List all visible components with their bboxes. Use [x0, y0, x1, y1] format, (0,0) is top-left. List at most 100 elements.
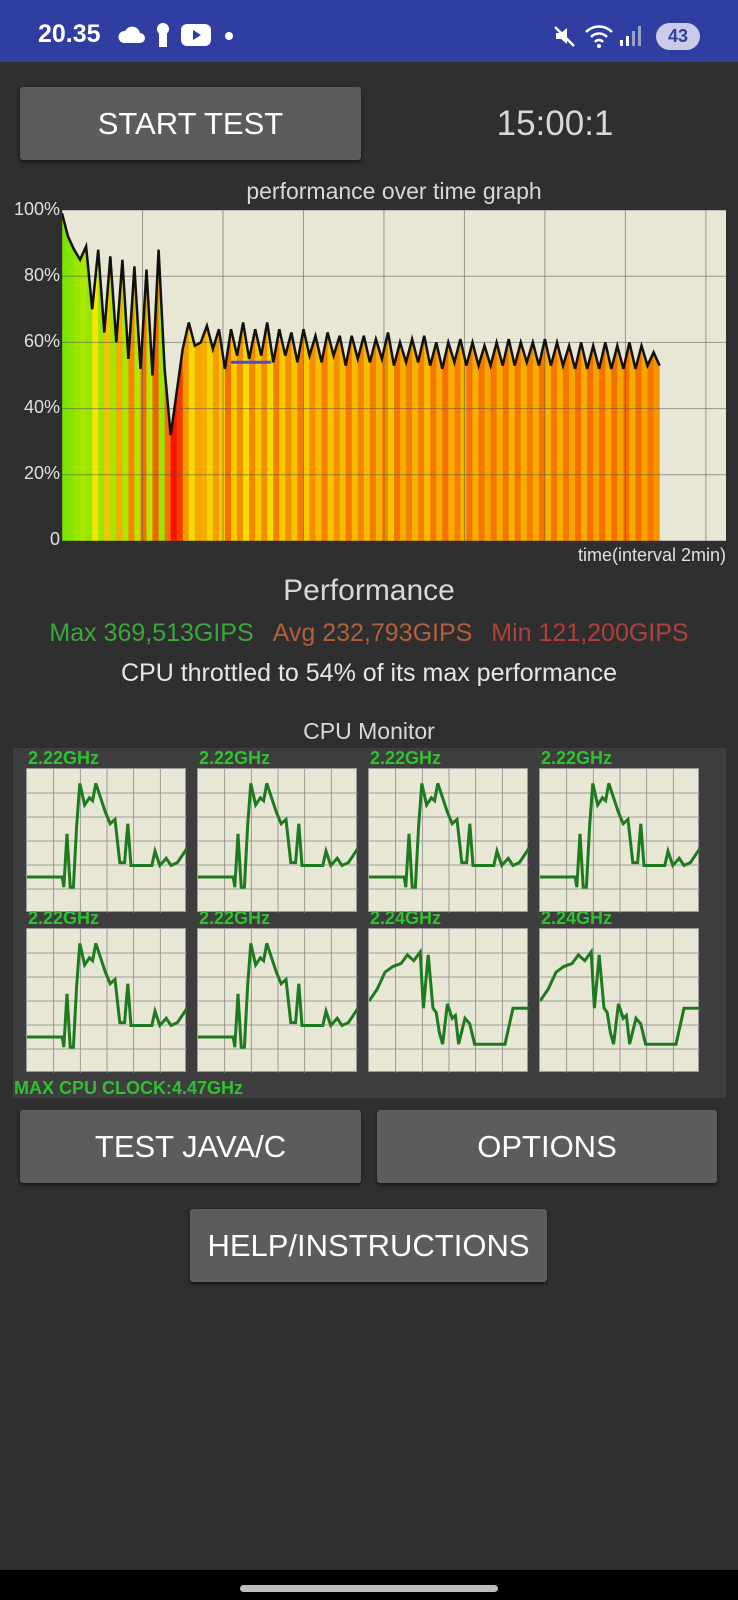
- options-button[interactable]: OPTIONS: [377, 1110, 717, 1183]
- cpu-frequency-line: [27, 942, 187, 1049]
- home-gesture-handle[interactable]: [240, 1585, 498, 1592]
- performance-band: [587, 213, 594, 541]
- performance-band: [647, 213, 655, 541]
- performance-band: [98, 213, 105, 541]
- performance-band: [550, 213, 558, 541]
- performance-band: [110, 213, 117, 541]
- help-instructions-button[interactable]: HELP/INSTRUCTIONS: [190, 1209, 547, 1282]
- cpu-core-graph: [26, 928, 187, 1073]
- performance-band: [629, 213, 637, 541]
- performance-band: [116, 213, 123, 541]
- y-tick-label: 0: [49, 529, 60, 549]
- core-frequency-label: 2.22GHz: [370, 748, 442, 768]
- performance-band: [285, 213, 292, 541]
- max-performance: Max 369,513GIPS: [49, 619, 254, 647]
- status-time: 20.35: [38, 20, 101, 48]
- performance-band: [611, 213, 618, 541]
- cpu-core-graph-svg: [369, 769, 529, 913]
- performance-band: [351, 213, 359, 541]
- performance-band: [327, 213, 335, 541]
- performance-band: [92, 213, 99, 541]
- y-tick-label: 40%: [23, 397, 60, 417]
- performance-band: [599, 213, 606, 541]
- core-frequency-label: 2.24GHz: [370, 908, 442, 928]
- performance-band: [381, 213, 389, 541]
- performance-band: [448, 213, 455, 541]
- y-tick-label: 80%: [23, 265, 60, 285]
- performance-band: [249, 213, 256, 541]
- performance-band: [261, 213, 268, 541]
- performance-band: [146, 213, 154, 541]
- performance-band: [508, 213, 516, 541]
- signal-icon: [620, 26, 641, 46]
- performance-band: [460, 213, 468, 541]
- cpu-frequency-line: [27, 782, 187, 889]
- keyhole-icon: [157, 23, 169, 47]
- y-tick-label: 20%: [23, 463, 60, 483]
- core-frequency-label: 2.22GHz: [199, 748, 271, 768]
- performance-band: [80, 213, 87, 541]
- performance-graph: [62, 210, 726, 541]
- performance-band: [206, 213, 214, 541]
- performance-band: [544, 213, 552, 541]
- cpu-frequency-line: [369, 947, 529, 1046]
- core-frequency-label: 2.22GHz: [541, 748, 613, 768]
- performance-band: [68, 213, 75, 541]
- cpu-monitor-panel: 2.22GHz 2.22GHz 2.22GHz 2.22GHz 2.22GHz 2.22G…: [13, 748, 726, 1098]
- dot-icon: [225, 32, 233, 40]
- performance-band: [224, 213, 232, 541]
- performance-band: [194, 213, 202, 541]
- performance-band: [556, 213, 564, 541]
- performance-band: [369, 213, 377, 541]
- performance-band: [345, 213, 353, 541]
- y-tick-label: 60%: [23, 331, 60, 351]
- performance-band: [231, 213, 238, 541]
- performance-band: [273, 213, 280, 541]
- performance-band: [375, 213, 383, 541]
- performance-band: [406, 213, 413, 541]
- test-java-c-button[interactable]: TEST JAVA/C: [20, 1110, 361, 1183]
- status-bar: 20.35 43: [0, 0, 738, 62]
- performance-graph-title: performance over time graph: [246, 178, 542, 204]
- cpu-core-graph: [197, 768, 358, 913]
- performance-band: [218, 213, 226, 541]
- performance-band: [200, 213, 208, 541]
- performance-band: [86, 213, 93, 541]
- performance-band: [442, 213, 449, 541]
- performance-band: [394, 213, 401, 541]
- performance-band: [490, 213, 498, 541]
- core-frequency-label: 2.22GHz: [199, 908, 271, 928]
- cpu-core-graph: [197, 928, 358, 1073]
- performance-band: [593, 213, 600, 541]
- performance-band: [212, 213, 220, 541]
- performance-band: [387, 213, 395, 541]
- performance-band: [62, 213, 69, 541]
- start-test-button[interactable]: START TEST: [20, 87, 361, 160]
- performance-band: [104, 213, 111, 541]
- max-cpu-clock: MAX CPU CLOCK:4.47GHz: [14, 1078, 244, 1098]
- wifi-icon: [585, 25, 613, 48]
- performance-band: [309, 213, 317, 541]
- performance-band: [454, 213, 461, 541]
- performance-band: [339, 213, 347, 541]
- performance-band: [237, 213, 244, 541]
- performance-band: [158, 213, 166, 541]
- performance-band: [170, 213, 178, 541]
- performance-band: [575, 213, 582, 541]
- performance-band: [424, 213, 431, 541]
- performance-band: [122, 213, 129, 541]
- cpu-core-graph: [368, 768, 529, 913]
- performance-band: [653, 213, 660, 541]
- y-tick-label: 100%: [13, 199, 60, 219]
- performance-band: [321, 213, 329, 541]
- performance-band: [478, 213, 486, 541]
- performance-band: [502, 213, 510, 541]
- performance-band: [538, 213, 546, 541]
- performance-band: [581, 213, 588, 541]
- performance-band: [279, 213, 286, 541]
- performance-band: [520, 213, 528, 541]
- performance-band: [623, 213, 631, 541]
- performance-band: [182, 213, 190, 541]
- cpu-frequency-line: [540, 947, 700, 1046]
- performance-band: [128, 213, 136, 541]
